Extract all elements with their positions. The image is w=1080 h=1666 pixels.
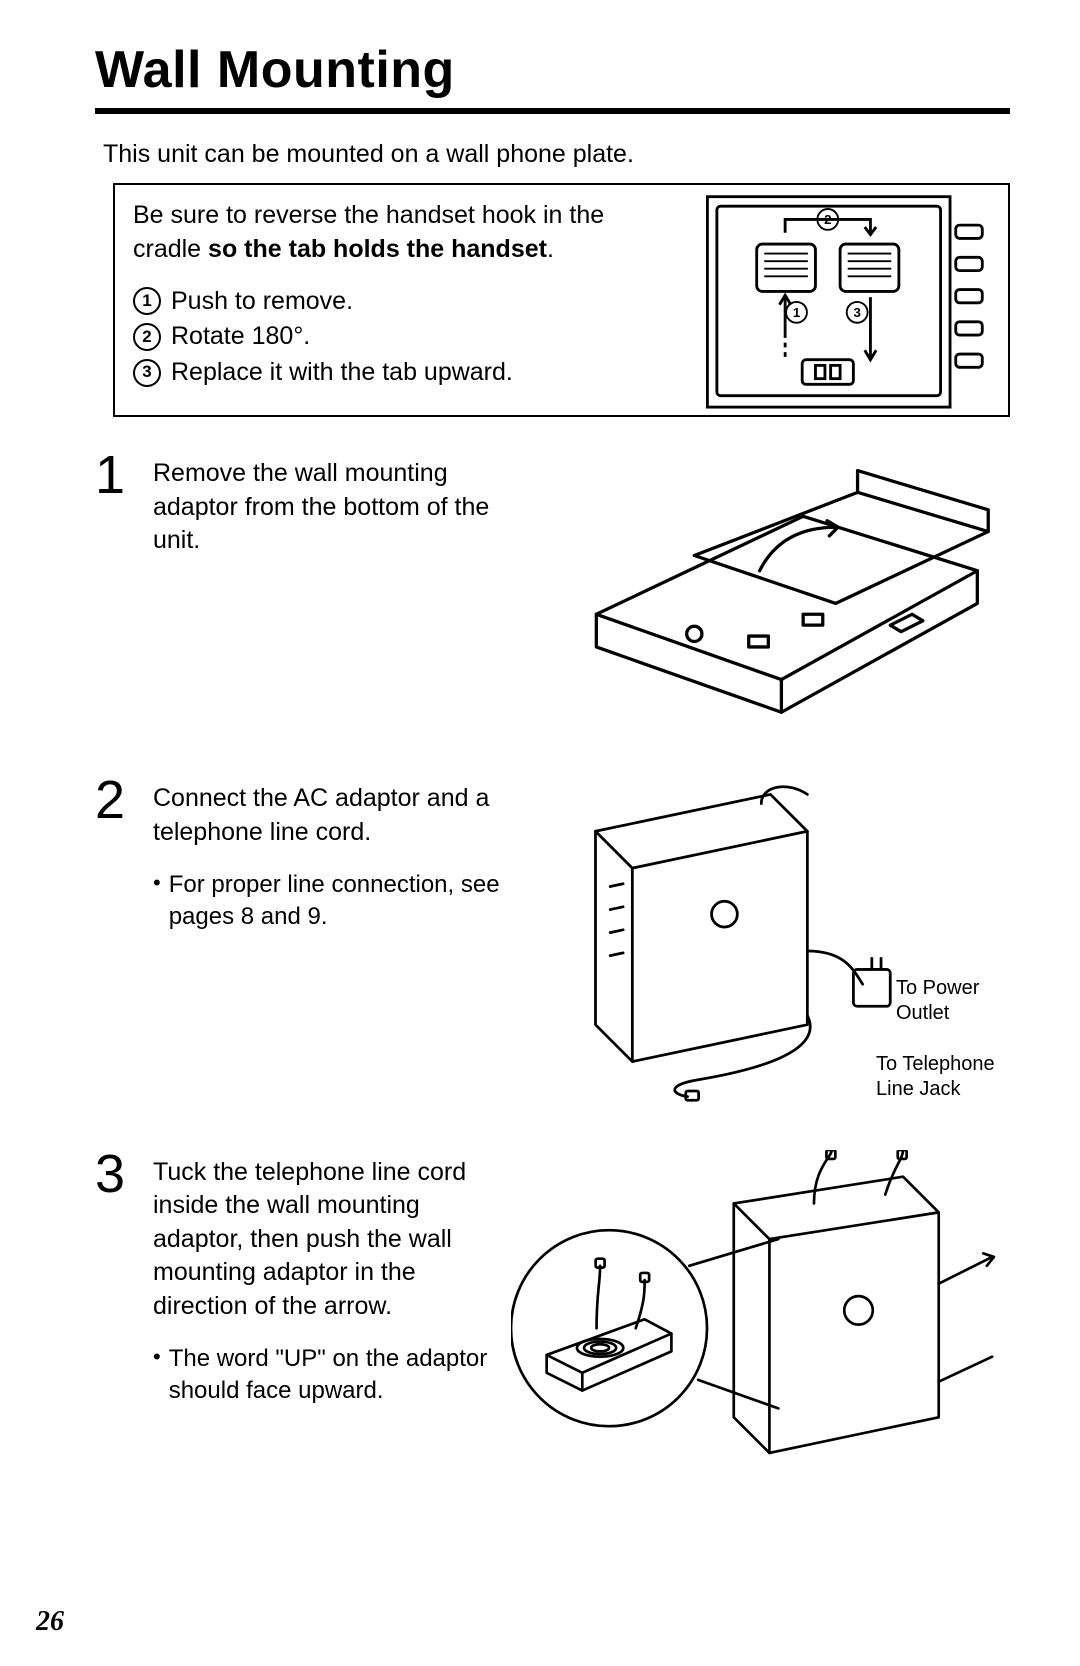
step-1-main: Remove the wall mounting adaptor from th…: [153, 459, 489, 554]
step-1-figure: [531, 451, 1010, 734]
title-rule: [95, 108, 1010, 114]
handset-step-2-text: Rotate 180°.: [171, 320, 310, 354]
handset-steps-list: 1 Push to remove. 2 Rotate 180°. 3 Repla…: [133, 285, 658, 390]
step-1: 1 Remove the wall mounting adaptor from …: [95, 451, 1010, 734]
svg-text:3: 3: [853, 305, 860, 320]
handset-hook-box: Be sure to reverse the handset hook in t…: [113, 183, 1010, 417]
step-2-main: Connect the AC adaptor and a telephone l…: [153, 784, 489, 846]
circled-3-icon: 3: [133, 359, 161, 387]
tuck-cord-icon: [511, 1150, 1010, 1480]
handset-intro-bold: so the tab holds the handset: [208, 235, 547, 263]
manual-page: Wall Mounting This unit can be mounted o…: [0, 0, 1080, 1666]
circled-2-icon: 2: [133, 323, 161, 351]
handset-intro-tail: .: [547, 235, 554, 263]
step-3-number: 3: [95, 1150, 141, 1199]
step-2: 2 Connect the AC adaptor and a telephone…: [95, 776, 1010, 1108]
svg-text:1: 1: [793, 305, 800, 320]
step-2-sub-text: For proper line connection, see pages 8 …: [169, 869, 513, 933]
svg-text:2: 2: [824, 212, 831, 227]
handset-step-1-text: Push to remove.: [171, 285, 353, 319]
cradle-diagram-icon: 2 1 3: [682, 191, 1002, 409]
step-1-text: Remove the wall mounting adaptor from th…: [153, 451, 513, 734]
page-number: 26: [36, 1606, 64, 1638]
step-3: 3 Tuck the telephone line cord inside th…: [95, 1150, 1010, 1490]
bullet-icon: •: [153, 1343, 161, 1407]
step-1-number: 1: [95, 451, 141, 500]
handset-hook-text: Be sure to reverse the handset hook in t…: [115, 185, 676, 415]
handset-step-2: 2 Rotate 180°.: [133, 320, 658, 354]
handset-step-3: 3 Replace it with the tab upward.: [133, 356, 658, 390]
step-3-text: Tuck the telephone line cord inside the …: [153, 1150, 493, 1490]
step-3-main: Tuck the telephone line cord inside the …: [153, 1158, 466, 1320]
lead-sentence: This unit can be mounted on a wall phone…: [103, 140, 1010, 169]
steps: 1 Remove the wall mounting adaptor from …: [95, 451, 1010, 1490]
page-title: Wall Mounting: [95, 40, 1010, 100]
step-2-number: 2: [95, 776, 141, 825]
bullet-icon: •: [153, 869, 161, 933]
step-3-figure: [511, 1150, 1010, 1490]
caption-line-jack: To Telephone Line Jack: [876, 1052, 1016, 1102]
handset-step-3-text: Replace it with the tab upward.: [171, 356, 513, 390]
step-2-sub: • For proper line connection, see pages …: [153, 869, 513, 933]
adaptor-remove-icon: [531, 451, 1010, 734]
step-3-sub-text: The word "UP" on the adaptor should face…: [169, 1343, 493, 1407]
step-3-sub: • The word "UP" on the adaptor should fa…: [153, 1343, 493, 1407]
handset-step-1: 1 Push to remove.: [133, 285, 658, 319]
step-2-figure: To Power Outlet To Telephone Line Jack: [531, 776, 1010, 1108]
circled-1-icon: 1: [133, 287, 161, 315]
caption-power: To Power Outlet: [896, 976, 1016, 1026]
handset-hook-figure: 2 1 3: [676, 185, 1008, 415]
step-2-text: Connect the AC adaptor and a telephone l…: [153, 776, 513, 1108]
